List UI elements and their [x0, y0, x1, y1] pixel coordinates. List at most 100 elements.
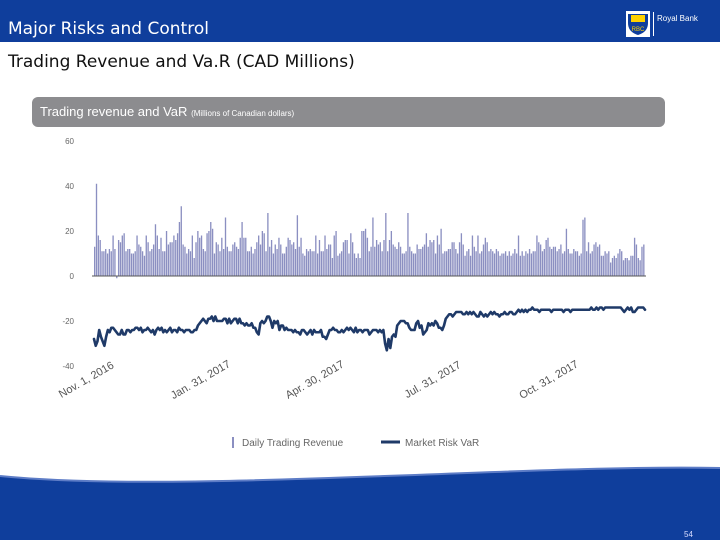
- revenue-bar: [132, 253, 135, 276]
- revenue-bar: [584, 217, 586, 276]
- revenue-bar: [374, 246, 376, 276]
- revenue-bar: [333, 235, 335, 276]
- revenue-bar: [412, 253, 415, 276]
- revenue-bar: [276, 249, 278, 276]
- revenue-bar: [272, 253, 275, 276]
- revenue-bar: [152, 244, 155, 276]
- revenue-bar: [140, 246, 142, 276]
- revenue-bar: [106, 253, 109, 276]
- revenue-bar: [125, 251, 127, 276]
- revenue-bar: [130, 253, 133, 276]
- revenue-bar: [604, 251, 606, 276]
- revenue-bar: [348, 253, 350, 276]
- revenue-bar: [200, 235, 203, 276]
- revenue-bar: [154, 224, 157, 276]
- revenue-bar: [259, 244, 262, 276]
- revenue-bar: [516, 253, 518, 276]
- revenue-bar: [390, 231, 393, 276]
- revenue-bar: [176, 233, 179, 276]
- revenue-bar: [121, 235, 123, 276]
- revenue-bar: [549, 246, 551, 276]
- revenue-bar: [217, 244, 219, 276]
- revenue-bar: [541, 251, 544, 276]
- revenue-bar: [300, 237, 302, 276]
- revenue-bar: [355, 258, 358, 276]
- revenue-bar: [385, 213, 387, 276]
- revenue-bar: [173, 235, 175, 276]
- revenue-bar: [551, 249, 553, 276]
- x-tick-label: Oct. 31, 2017: [517, 358, 580, 401]
- revenue-bar: [178, 222, 181, 276]
- brand-logo: RBC Royal Bank: [618, 9, 704, 39]
- revenue-bar: [401, 253, 404, 276]
- revenue-bar: [394, 246, 396, 276]
- revenue-bar: [466, 251, 468, 276]
- y-tick-label: 40: [65, 182, 74, 191]
- chart-title: Trading revenue and VaR (Millions of Can…: [40, 104, 294, 119]
- revenue-bar: [241, 222, 243, 276]
- revenue-bar: [486, 242, 488, 276]
- revenue-bar: [302, 253, 304, 276]
- revenue-bar: [335, 231, 337, 276]
- revenue-bar: [528, 249, 531, 276]
- revenue-bar: [281, 253, 284, 276]
- revenue-bar: [560, 244, 562, 276]
- revenue-bar: [156, 235, 158, 276]
- revenue-bar: [248, 251, 251, 276]
- legend-var-label: Market Risk VaR: [405, 438, 479, 449]
- revenue-bar: [422, 246, 424, 276]
- revenue-bar: [407, 213, 409, 276]
- revenue-bar: [398, 242, 400, 276]
- revenue-bar: [420, 249, 422, 276]
- revenue-bar: [608, 251, 610, 276]
- revenue-bar: [246, 251, 249, 276]
- revenue-bar: [626, 258, 628, 276]
- revenue-bar: [278, 237, 280, 276]
- revenue-bar: [368, 251, 370, 276]
- revenue-bar: [230, 251, 232, 276]
- revenue-bar: [171, 242, 173, 276]
- revenue-bar: [285, 246, 287, 276]
- revenue-bar: [569, 253, 571, 276]
- revenue-bar: [344, 240, 346, 276]
- revenue-bar: [469, 255, 472, 276]
- rbc-crest-icon: RBC: [626, 11, 650, 37]
- revenue-bar: [473, 246, 475, 276]
- revenue-bar: [208, 231, 210, 276]
- revenue-bar: [180, 206, 182, 276]
- revenue-bar: [451, 242, 453, 276]
- revenue-bar: [127, 249, 129, 276]
- revenue-bar: [101, 251, 103, 276]
- revenue-bar: [455, 249, 457, 276]
- revenue-bar: [99, 240, 101, 276]
- revenue-bar: [267, 213, 269, 276]
- y-tick-label: 60: [65, 137, 74, 146]
- revenue-bar: [409, 246, 411, 276]
- revenue-bar: [632, 255, 634, 276]
- revenue-bar: [567, 249, 569, 276]
- revenue-bar: [94, 246, 96, 276]
- revenue-bar: [187, 249, 190, 276]
- revenue-bar: [423, 244, 426, 276]
- revenue-bar: [191, 235, 193, 276]
- revenue-bar: [254, 249, 256, 276]
- revenue-bar: [381, 251, 383, 276]
- revenue-bar: [613, 255, 615, 276]
- revenue-bar: [444, 251, 446, 276]
- revenue-bar: [425, 233, 428, 276]
- revenue-bar: [453, 242, 455, 276]
- revenue-bar: [525, 251, 527, 276]
- revenue-bar: [366, 237, 369, 276]
- revenue-bar: [243, 237, 245, 276]
- revenue-bar: [497, 251, 499, 276]
- revenue-bar: [215, 242, 217, 276]
- revenue-bar: [182, 244, 184, 276]
- revenue-bar: [580, 253, 582, 276]
- revenue-bar: [346, 240, 348, 276]
- revenue-bar: [221, 237, 223, 276]
- var-line: [92, 306, 647, 352]
- revenue-bar: [337, 255, 339, 276]
- revenue-bar: [576, 251, 579, 276]
- revenue-bar: [539, 244, 542, 276]
- brand-divider: [653, 12, 654, 36]
